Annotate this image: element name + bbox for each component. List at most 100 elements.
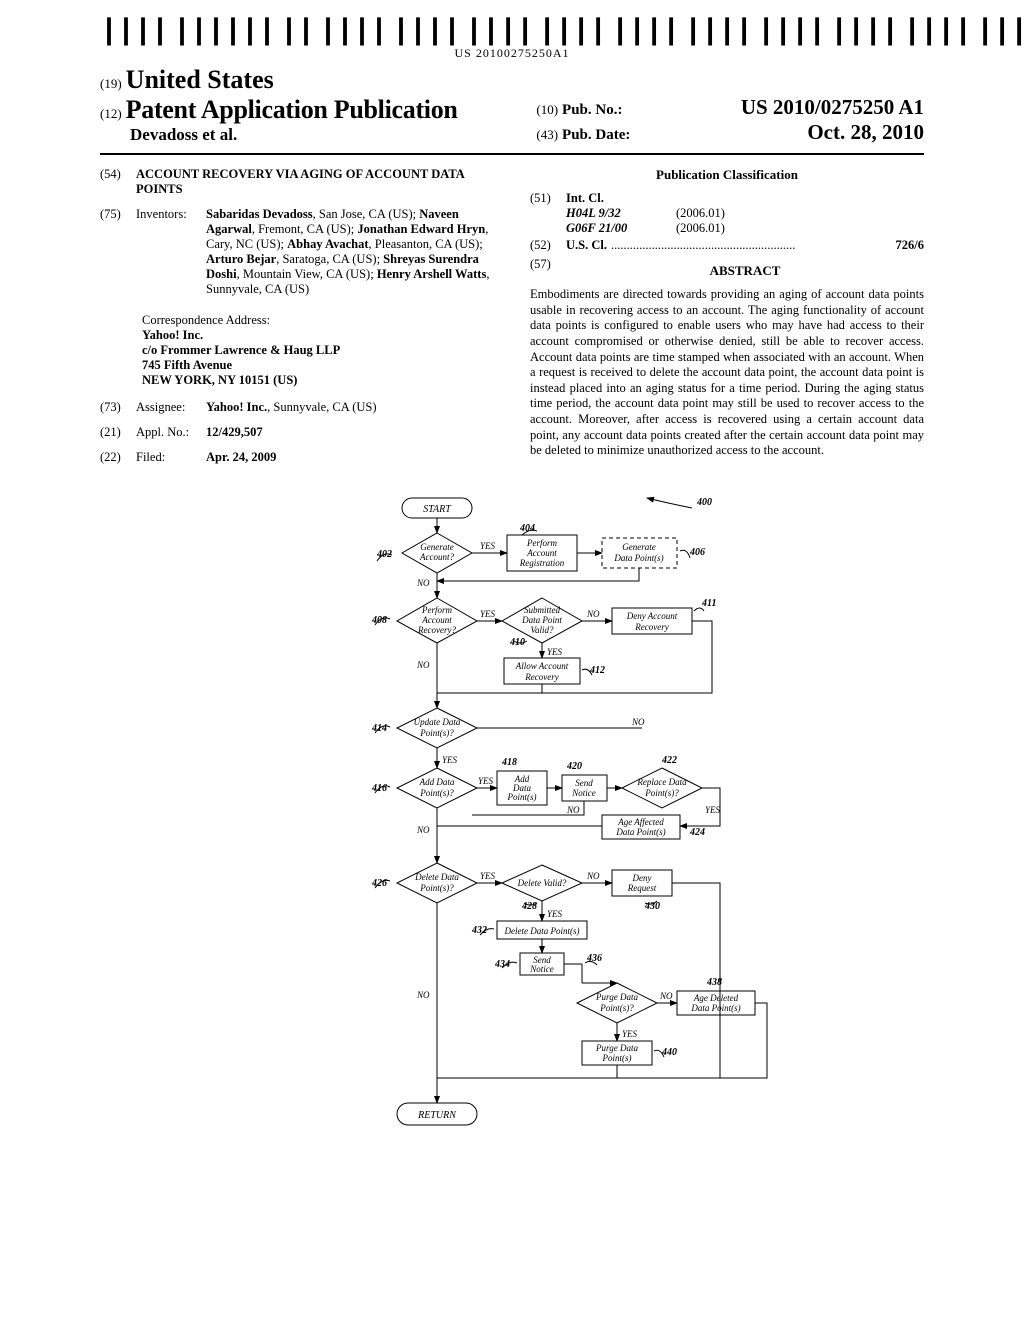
- intcl2: G06F 21/00: [566, 221, 676, 236]
- svg-text:Notice: Notice: [529, 964, 554, 974]
- svg-text:Point(s): Point(s): [602, 1053, 632, 1063]
- filed-label: Filed:: [136, 450, 206, 465]
- barcode-area: |||| |||||| || |||| |||| |||| |||| |||| …: [100, 20, 924, 61]
- uscl-label: U.S. Cl.: [566, 238, 607, 253]
- pubclass-title: Publication Classification: [530, 167, 924, 183]
- divider: [100, 153, 924, 155]
- invention-title: ACCOUNT RECOVERY VIA AGING OF ACCOUNT DA…: [136, 167, 494, 197]
- assignee-loc: , Sunnyvale, CA (US): [267, 400, 376, 414]
- inventors-list: Sabaridas Devadoss, San Jose, CA (US); N…: [206, 207, 494, 297]
- svg-text:YES: YES: [622, 1029, 638, 1039]
- authors-header: Devadoss et al.: [100, 125, 526, 145]
- corr-line2: c/o Frommer Lawrence & Haug LLP: [142, 343, 494, 358]
- svg-text:Perform: Perform: [421, 605, 452, 615]
- lbl-434: 434: [494, 959, 510, 970]
- abstract-title: ABSTRACT: [566, 263, 924, 279]
- svg-text:Generate: Generate: [622, 542, 656, 552]
- flowchart: START 400 Generate Account? 402 YES Perf…: [100, 493, 924, 1198]
- text-start: START: [423, 504, 452, 515]
- lbl-428: 428: [521, 901, 537, 912]
- svg-text:Allow Account: Allow Account: [515, 661, 569, 671]
- n54: (54): [100, 167, 136, 197]
- svg-text:Account: Account: [421, 615, 452, 625]
- left-column: (54) ACCOUNT RECOVERY VIA AGING OF ACCOU…: [100, 167, 512, 475]
- svg-text:NO: NO: [586, 609, 600, 619]
- svg-text:YES: YES: [478, 776, 494, 786]
- corr-label: Correspondence Address:: [142, 313, 494, 328]
- assignee-value: Yahoo! Inc., Sunnyvale, CA (US): [206, 400, 494, 415]
- pubdate-value: Oct. 28, 2010: [807, 120, 924, 145]
- lbl-406: 406: [689, 547, 705, 558]
- svg-text:Delete Valid?: Delete Valid?: [517, 878, 567, 888]
- svg-text:YES: YES: [705, 805, 721, 815]
- lbl-424: 424: [689, 827, 705, 838]
- svg-text:Add Data: Add Data: [419, 777, 455, 787]
- text-402-1: Generate: [420, 542, 454, 552]
- patent-page: |||| |||||| || |||| |||| |||| |||| |||| …: [0, 0, 1024, 1228]
- svg-text:Point(s)?: Point(s)?: [644, 788, 679, 798]
- fig-400: 400: [696, 497, 712, 508]
- svg-text:Recovery: Recovery: [524, 672, 558, 682]
- right-column: Publication Classification (51) Int. Cl.…: [512, 167, 924, 475]
- corr-line3: 745 Fifth Avenue: [142, 358, 494, 373]
- svg-text:Point(s)?: Point(s)?: [419, 788, 454, 798]
- svg-text:Send: Send: [575, 778, 593, 788]
- flowchart-svg: START 400 Generate Account? 402 YES Perf…: [242, 493, 782, 1193]
- uscl-dots: ........................................…: [607, 238, 896, 253]
- svg-text:Data Point: Data Point: [521, 615, 562, 625]
- lbl-411: 411: [701, 598, 716, 609]
- svg-text:Data Point(s): Data Point(s): [613, 553, 663, 563]
- svg-text:Purge Data: Purge Data: [595, 1043, 638, 1053]
- pub-type: Patent Application Publication: [126, 95, 458, 124]
- n22: (22): [100, 450, 136, 465]
- pubno-value: US 2010/0275250 A1: [741, 95, 924, 120]
- n75: (75): [100, 207, 136, 297]
- applno-label: Appl. No.:: [136, 425, 206, 440]
- lbl-422: 422: [661, 755, 677, 766]
- svg-text:NO: NO: [416, 578, 430, 588]
- svg-text:Purge Data: Purge Data: [595, 992, 638, 1002]
- svg-text:Recovery?: Recovery?: [417, 625, 456, 635]
- intcl-label: Int. Cl.: [566, 191, 924, 206]
- svg-text:Data Point(s): Data Point(s): [690, 1003, 740, 1013]
- svg-text:NO: NO: [659, 991, 673, 1001]
- svg-text:Valid?: Valid?: [530, 625, 554, 635]
- lbl-420: 420: [566, 761, 582, 772]
- svg-text:Update Data: Update Data: [414, 717, 461, 727]
- svg-text:Delete Data Point(s): Delete Data Point(s): [504, 926, 580, 936]
- svg-text:Delete Data: Delete Data: [414, 872, 459, 882]
- svg-text:Point(s)?: Point(s)?: [419, 728, 454, 738]
- svg-text:Point(s)?: Point(s)?: [419, 883, 454, 893]
- svg-text:Point(s): Point(s): [507, 792, 537, 802]
- svg-text:Data Point(s): Data Point(s): [615, 827, 665, 837]
- svg-text:Registration: Registration: [519, 558, 565, 568]
- svg-text:NO: NO: [416, 660, 430, 670]
- svg-text:NO: NO: [416, 990, 430, 1000]
- lbl-430: 430: [644, 901, 660, 912]
- text-return: RETURN: [417, 1110, 457, 1121]
- n57: (57): [530, 257, 566, 287]
- svg-text:YES: YES: [442, 755, 458, 765]
- svg-text:Age Affected: Age Affected: [617, 817, 664, 827]
- country: United States: [126, 65, 274, 94]
- svg-text:YES: YES: [480, 609, 496, 619]
- svg-text:Replace Data: Replace Data: [636, 777, 687, 787]
- corr-line1: Yahoo! Inc.: [142, 328, 494, 343]
- svg-text:Deny: Deny: [632, 873, 652, 883]
- assignee-name: Yahoo! Inc.: [206, 400, 267, 414]
- prefix-10: (10): [536, 102, 558, 118]
- svg-text:NO: NO: [566, 805, 580, 815]
- svg-text:Point(s)?: Point(s)?: [599, 1003, 634, 1013]
- intcl1: H04L 9/32: [566, 206, 676, 221]
- svg-text:Request: Request: [627, 883, 657, 893]
- abstract-body: Embodiments are directed towards providi…: [530, 287, 924, 459]
- svg-text:NO: NO: [416, 825, 430, 835]
- svg-text:Submitted: Submitted: [524, 605, 560, 615]
- inventors-label: Inventors:: [136, 207, 206, 297]
- svg-text:NO: NO: [631, 717, 645, 727]
- n52: (52): [530, 238, 566, 253]
- svg-text:YES: YES: [547, 647, 563, 657]
- svg-text:Deny Account: Deny Account: [626, 611, 678, 621]
- barcode-graphic: |||| |||||| || |||| |||| |||| |||| |||| …: [100, 20, 1024, 44]
- svg-text:Recovery: Recovery: [634, 622, 668, 632]
